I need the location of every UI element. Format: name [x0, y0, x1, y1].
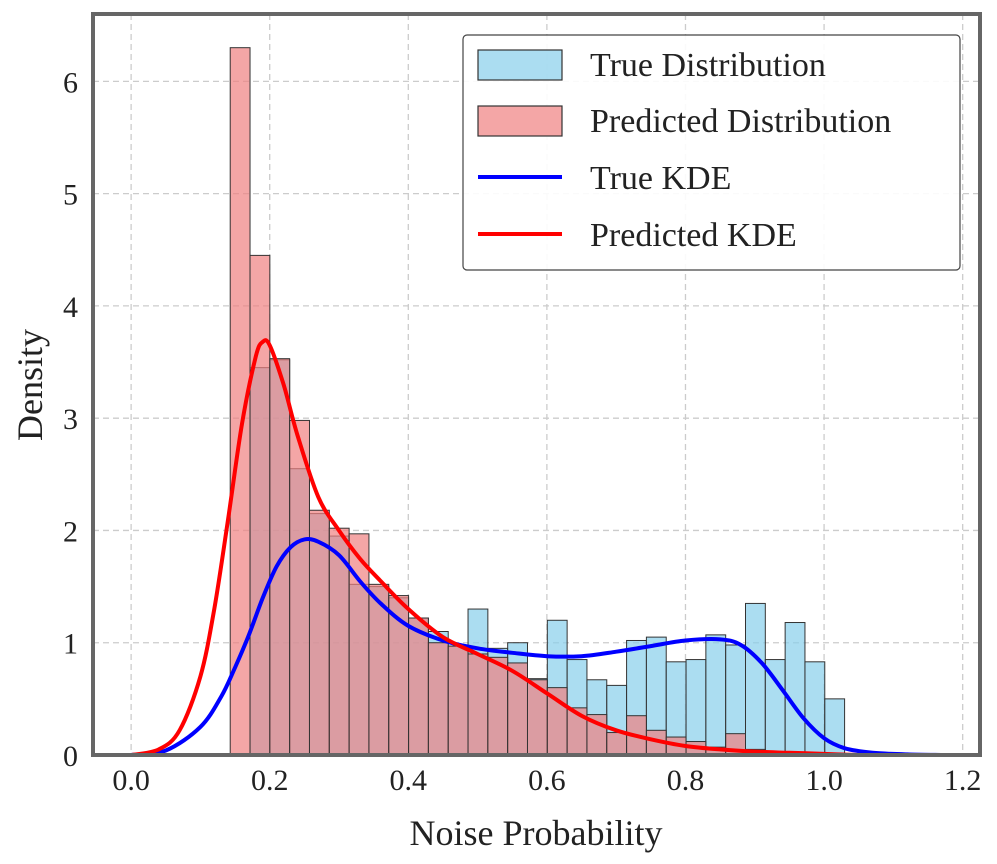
true-distribution-bar-29 [804, 661, 826, 756]
y-tick-label-5: 5 [63, 179, 78, 212]
true-distribution-bar-26 [744, 602, 766, 756]
legend-label-true-kde: True KDE [590, 160, 731, 197]
legend-box [462, 34, 961, 271]
x-tick-label-6: 1.2 [944, 764, 982, 797]
predicted-distribution-bar-1 [249, 254, 271, 756]
x-tick-label-0: 0.0 [112, 764, 150, 797]
x-axis-label: Noise Probability [410, 813, 663, 853]
predicted-distribution-bars [229, 47, 826, 756]
x-tick-label-1: 0.2 [251, 764, 289, 797]
y-tick-label-3: 3 [63, 403, 78, 436]
predicted-distribution-bar-9 [408, 617, 429, 756]
legend: True Distribution Predicted Distribution… [462, 34, 961, 271]
y-tick-label-1: 1 [63, 628, 78, 661]
legend-label-predicted-kde: Predicted KDE [590, 217, 797, 254]
true-distribution-bar-23 [685, 659, 707, 756]
legend-swatch-true-distribution [477, 49, 563, 81]
true-distribution-bar-24 [705, 634, 727, 756]
predicted-kde-line [130, 338, 859, 757]
predicted-distribution-bar-12 [467, 653, 489, 756]
plot-frame [91, 12, 982, 757]
y-tick-label-6: 6 [63, 66, 78, 99]
y-tick-label-4: 4 [63, 291, 78, 324]
x-tick-label-5: 1.0 [805, 764, 843, 797]
x-axis-ticks: 0.0 0.2 0.4 0.6 0.8 1.0 1.2 [112, 764, 981, 797]
true-distribution-bar-28 [784, 622, 806, 756]
y-axis-ticks: 0 1 2 3 4 5 6 [63, 66, 78, 773]
y-axis-label: Density [10, 329, 50, 441]
predicted-distribution-bar-11 [447, 645, 469, 756]
y-tick-label-2: 2 [63, 515, 78, 548]
x-tick-label-2: 0.4 [390, 764, 428, 797]
x-tick-label-4: 0.8 [667, 764, 705, 797]
predicted-distribution-bar-10 [427, 642, 449, 756]
true-kde-line [130, 537, 942, 757]
x-tick-label-3: 0.6 [528, 764, 566, 797]
legend-label-true-distribution: True Distribution [590, 47, 826, 84]
predicted-distribution-bar-13 [487, 656, 509, 756]
legend-label-predicted-distribution: Predicted Distribution [590, 103, 891, 140]
kde-lines [130, 338, 942, 757]
predicted-distribution-bar-3 [289, 419, 310, 756]
predicted-distribution-bar-19 [606, 732, 628, 756]
y-tick-label-0: 0 [63, 740, 78, 773]
predicted-distribution-bar-2 [269, 358, 291, 756]
legend-swatch-predicted-distribution [477, 105, 563, 137]
